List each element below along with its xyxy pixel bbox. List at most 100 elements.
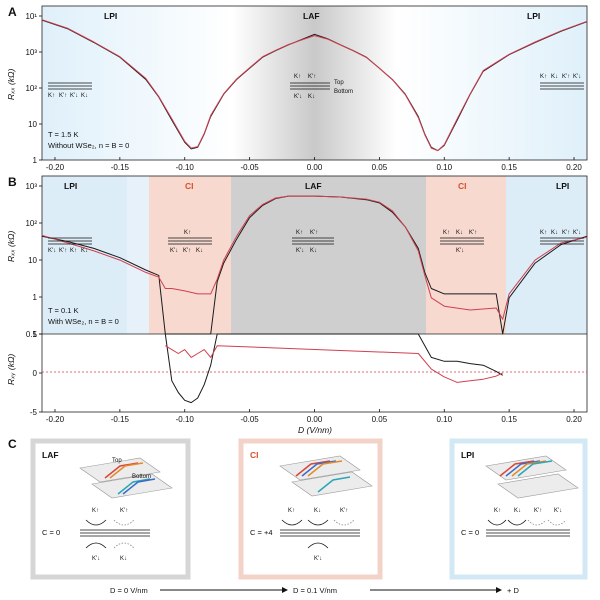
panel-c-box-laf-top-word: Top [112,458,122,464]
band-b-center-top-1: K'↑ [310,230,318,236]
panel-c-box-ci: CI C = +4 K↑ K↓ K'↑ K'↓ [238,438,383,580]
panel-b-region-ci-right: CI [458,181,467,191]
chart-2-series-1-line [165,345,503,383]
panel-a-curves [41,19,588,152]
panel-b-xlabel: D (V/nm) [298,425,332,435]
chart-0-xtick-label-7: 0.15 [501,163,517,172]
panel-a-band-center: K↑ K'↑ Top Bottom K'↓ K↓ [290,74,353,100]
panel-a-region-lpi-left: LPI [104,11,117,21]
band-a-center-bottom-1: K↓ [308,94,315,100]
band-a-right-0: K↑ [540,74,547,80]
band-a-left-3: K↓ [81,93,88,99]
panel-c-arrow-label-1: D = 0.1 V/nm [293,586,337,595]
chart-2-xtick-label-4: 0.00 [307,415,323,424]
panel-c-box-ci-chern: C = +4 [250,528,273,537]
band-a-center-top-1: K'↑ [308,74,316,80]
panel-c-letter: C [8,437,17,451]
panel-b-band-left: K'↓ K'↑ K↑ K↓ [48,237,92,254]
band-b-ci-left-bottom-2: K↓ [196,248,203,254]
chart-2-xtick-label-1: -0.15 [111,415,130,424]
chart-0-xtick-label-4: 0.00 [307,163,323,172]
band-a-right-1: K↓ [551,74,558,80]
chart-2-ytick-label-2: -5 [30,408,38,417]
chart-1-series-1-line [41,195,588,320]
band-b-center-bottom-0: K'↓ [296,248,304,254]
panel-c-box-ci-top-2: K'↑ [340,508,348,514]
panel-a-band-left: K↑ K'↑ K'↓ K↓ [48,82,92,99]
band-a-top-word: Top [334,80,344,86]
chart-0-ytick-label-1: 10³ [25,48,37,57]
band-b-left-3: K↓ [81,248,88,254]
panel-c-box-laf: LAF Top Bottom C = 0 K↑ K'↑ K'↓ K↓ [30,438,191,580]
chart-0-ytick-label-0: 10¹ [25,12,37,21]
chart-0-xtick-label-1: -0.15 [111,163,130,172]
panel-c-box-ci-title: CI [250,450,259,460]
band-b-right-0: K↑ [540,230,547,236]
band-a-bottom-word: Bottom [334,89,353,95]
panel-c-box-ci-top-1: K↓ [314,508,321,514]
panel-b-note-temp: T = 0.1 K [48,306,79,315]
panel-c-box-lpi-top-0: K↑ [494,508,501,514]
panel-b-band-ci-right: K↑ K↓ K'↑ K'↓ [440,230,484,254]
panel-b-y-ticks: 10³ 10² 10 1 0.1 [25,182,42,339]
panel-b-curves [41,195,588,335]
panel-a-note-temp: T = 1.5 K [48,130,79,139]
panel-b-backgrounds [42,176,587,334]
band-b-ci-left-bottom-0: K'↓ [170,248,178,254]
panel-c-box-laf-bottom-1: K↓ [120,556,127,562]
panel-c-box-lpi-title: LPI [461,450,474,460]
chart-1-ytick-label-4: 0.1 [26,330,38,339]
chart-2-ytick-label-0: 5 [33,330,38,339]
band-b-ci-right-top-2: K'↑ [469,230,477,236]
panel-c-box-ci-bottom-0: K'↓ [314,556,322,562]
chart-0-xtick-label-6: 0.10 [436,163,452,172]
panel-c-box-lpi-chern: C = 0 [461,528,479,537]
chart-0-ytick-label-3: 10 [28,120,37,129]
panel-b-rxy-y-ticks: 5 0 -5 [30,330,42,417]
panel-c-arrow: D = 0 V/nm D = 0.1 V/nm + D [110,586,519,595]
chart-0-xtick-label-3: -0.05 [241,163,260,172]
chart-2-xtick-label-7: 0.15 [501,415,517,424]
panel-b-region-ci-left: CI [185,181,194,191]
panel-b-x-ticks: -0.20 -0.15 -0.10 -0.05 0.00 0.05 0.10 0.15 0.20 [46,409,582,424]
chart-2-xtick-label-3: -0.05 [241,415,260,424]
chart-1-ytick-label-0: 10³ [25,182,37,191]
panel-a-region-lpi-right: LPI [527,11,540,21]
chart-2-xtick-label-8: 0.20 [566,415,582,424]
panel-b-ylabel-bottom: Rₓᵧ (kΩ) [6,354,16,385]
band-b-right-1: K↓ [551,230,558,236]
panel-b-band-center: K↑ K'↑ K'↓ K↓ [292,230,334,254]
band-b-left-1: K'↑ [59,248,67,254]
panel-a-band-right: K↑ K↓ K'↑ K'↓ [540,74,584,90]
panel-b-band-ci-left: K↑ K'↓ K'↑ K↓ [168,230,212,254]
panel-c-arrow-label-0: D = 0 V/nm [110,586,148,595]
panel-c-box-lpi-top-3: K'↓ [554,508,562,514]
band-b-center-top-0: K↑ [296,230,303,236]
band-b-right-2: K'↑ [562,230,570,236]
band-b-left-2: K↑ [70,248,77,254]
panel-c-arrow-label-2: + D [507,586,519,595]
panel-c-box-laf-bottom-0: K'↓ [92,556,100,562]
chart-0-xtick-label-2: -0.10 [176,163,195,172]
panel-b-note-cond: With WSe₂, n = B = 0 [48,317,119,326]
panel-b-ylabel-top: Rₓₓ (kΩ) [6,230,16,262]
panel-c-box-lpi-top-2: K'↑ [534,508,542,514]
panel-c-box-laf-top-0: K↑ [92,508,99,514]
chart-2-xtick-label-6: 0.10 [436,415,452,424]
chart-0-xtick-label-0: -0.20 [46,163,65,172]
panel-c-box-laf-top-1: K'↑ [120,508,128,514]
chart-0-ytick-label-4: 1 [33,156,38,165]
panel-b-region-lpi-right: LPI [556,181,569,191]
band-b-left-0: K'↓ [48,248,56,254]
chart-1-ytick-label-3: 1 [33,293,38,302]
chart-0-xtick-label-8: 0.20 [566,163,582,172]
band-a-left-0: K↑ [48,93,55,99]
chart-0-xtick-label-5: 0.05 [372,163,388,172]
band-b-center-bottom-1: K↓ [310,248,317,254]
panel-a-y-ticks: 10¹ 10³ 10² 10 1 [25,12,42,165]
band-b-ci-right-top-1: K↓ [456,230,463,236]
chart-2-xtick-label-2: -0.10 [176,415,195,424]
band-a-center-top-0: K↑ [294,74,301,80]
band-a-right-2: K'↑ [562,74,570,80]
